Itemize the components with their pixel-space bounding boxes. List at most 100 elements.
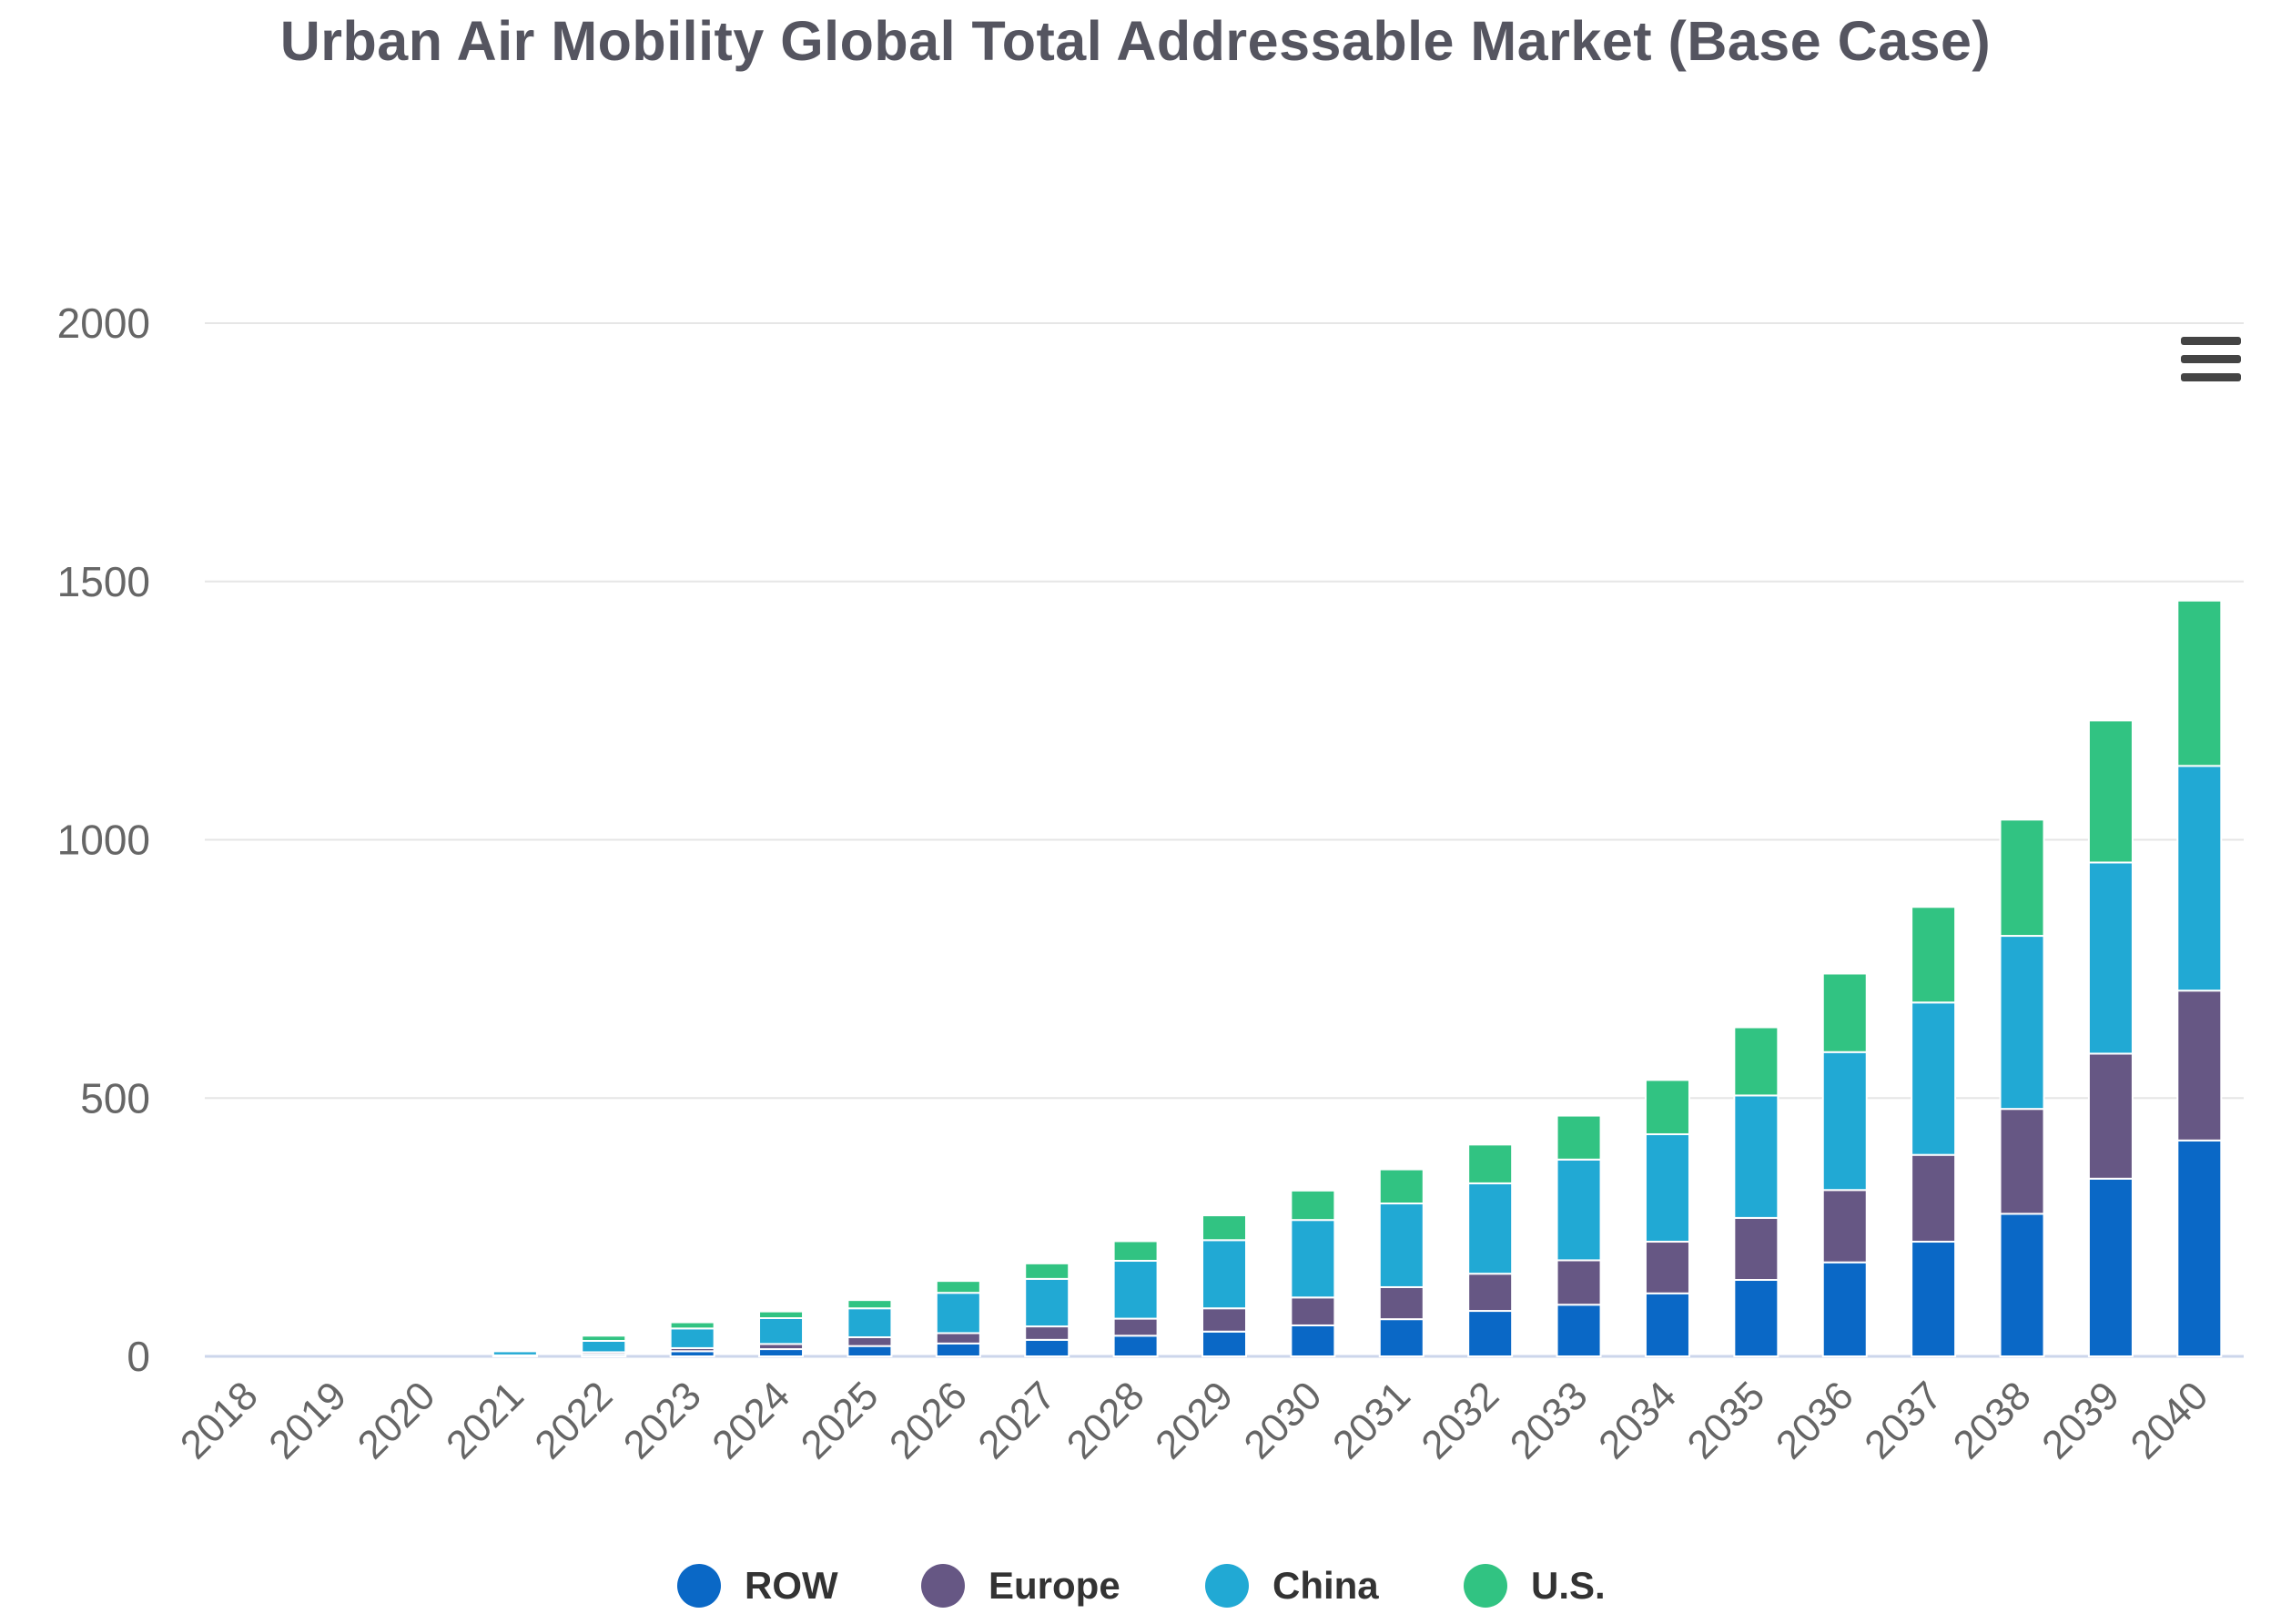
- bar-segment-row[interactable]: [847, 1345, 893, 1358]
- legend-item-row[interactable]: ROW: [677, 1558, 838, 1613]
- x-tick-label: 2028: [1059, 1373, 1153, 1467]
- bar-segment-row[interactable]: [1644, 1292, 1690, 1358]
- bar-segment-china[interactable]: [1467, 1182, 1514, 1275]
- bar-segment-europe[interactable]: [847, 1336, 893, 1347]
- bar-segment-us[interactable]: [1556, 1114, 1602, 1161]
- x-tick-label: 2032: [1413, 1373, 1507, 1467]
- bar-segment-china[interactable]: [1733, 1094, 1779, 1219]
- bar-segment-china[interactable]: [1112, 1260, 1159, 1320]
- bar-segment-china[interactable]: [1024, 1277, 1070, 1328]
- bar-segment-row[interactable]: [1201, 1330, 1247, 1358]
- bar-segment-us[interactable]: [1999, 818, 2045, 938]
- bar-segment-europe[interactable]: [1556, 1259, 1602, 1306]
- bar-segment-row[interactable]: [1112, 1335, 1159, 1358]
- bar-segment-europe[interactable]: [1201, 1307, 1247, 1333]
- bar-segment-row[interactable]: [1999, 1213, 2045, 1357]
- bar-segment-us[interactable]: [669, 1321, 715, 1330]
- bar-segment-europe[interactable]: [1821, 1189, 1868, 1264]
- bar-segment-china[interactable]: [2176, 765, 2223, 992]
- bar-segment-row[interactable]: [758, 1348, 805, 1358]
- bar-segment-us[interactable]: [1467, 1143, 1514, 1184]
- legend: ROW Europe China U.S.: [0, 1558, 2271, 1613]
- bar-segment-row[interactable]: [1911, 1241, 1957, 1358]
- y-tick-label: 0: [127, 1333, 150, 1380]
- bar-segment-us[interactable]: [935, 1280, 981, 1294]
- legend-dot-china: [1205, 1564, 1249, 1608]
- bar-segment-us[interactable]: [581, 1335, 627, 1342]
- bar-segment-europe[interactable]: [1467, 1273, 1514, 1313]
- bar-segment-us[interactable]: [2176, 599, 2223, 767]
- bar-segment-china[interactable]: [1201, 1239, 1247, 1310]
- x-tick-label: 2036: [1768, 1373, 1862, 1467]
- bar-segment-us[interactable]: [1821, 972, 1868, 1053]
- bar-segment-us[interactable]: [758, 1310, 805, 1320]
- x-tick-label: 2037: [1856, 1373, 1951, 1467]
- x-tick-label: 2024: [704, 1373, 798, 1467]
- bar-segment-row[interactable]: [1733, 1279, 1779, 1358]
- bar-segment-china[interactable]: [847, 1307, 893, 1339]
- bar-segment-china[interactable]: [758, 1317, 805, 1345]
- x-tick-label: 2038: [1945, 1373, 2040, 1467]
- bar-segment-row[interactable]: [1821, 1261, 1868, 1357]
- bar-segment-us[interactable]: [1911, 906, 1957, 1004]
- y-axis-ticks: 0 500 1000 1500 2000: [57, 299, 150, 1380]
- bar-segment-us[interactable]: [1201, 1214, 1247, 1242]
- legend-label-europe: Europe: [988, 1564, 1120, 1607]
- legend-item-europe[interactable]: Europe: [921, 1558, 1120, 1613]
- bar-segment-china[interactable]: [935, 1292, 981, 1335]
- legend-dot-us: [1464, 1564, 1507, 1608]
- chart-menu-icon[interactable]: [2181, 337, 2241, 388]
- legend-label-china: China: [1272, 1564, 1379, 1607]
- bar-segment-china[interactable]: [1556, 1158, 1602, 1262]
- bar-segment-row[interactable]: [1378, 1318, 1424, 1358]
- bar-segment-row[interactable]: [2087, 1177, 2134, 1358]
- bar-segment-china[interactable]: [581, 1339, 627, 1354]
- bar-segment-row[interactable]: [1556, 1304, 1602, 1357]
- bar-segment-row[interactable]: [1467, 1310, 1514, 1358]
- x-tick-label: 2020: [350, 1373, 444, 1467]
- bar-segment-europe[interactable]: [1911, 1153, 1957, 1243]
- bar-segment-china[interactable]: [669, 1327, 715, 1349]
- bar-segment-europe[interactable]: [1378, 1285, 1424, 1321]
- x-tick-label: 2027: [969, 1373, 1064, 1467]
- bar-segment-row[interactable]: [1024, 1338, 1070, 1357]
- x-tick-label: 2021: [438, 1373, 532, 1467]
- menu-bar-bottom: [2181, 373, 2241, 381]
- legend-item-china[interactable]: China: [1205, 1558, 1379, 1613]
- x-tick-label: 2030: [1236, 1373, 1331, 1467]
- bar-segment-row[interactable]: [935, 1342, 981, 1357]
- bar-segment-europe[interactable]: [1290, 1296, 1336, 1326]
- bar-segment-us[interactable]: [847, 1299, 893, 1310]
- legend-item-us[interactable]: U.S.: [1464, 1558, 1606, 1613]
- x-tick-label: 2023: [615, 1373, 710, 1467]
- bar-segment-us[interactable]: [1112, 1240, 1159, 1263]
- bar-segment-china[interactable]: [1821, 1051, 1868, 1192]
- bar-segment-us[interactable]: [1290, 1189, 1336, 1222]
- bar-segment-europe[interactable]: [2087, 1052, 2134, 1180]
- x-axis-ticks: 2018201920202021202220232024202520262027…: [172, 1373, 2216, 1467]
- bar-segment-china[interactable]: [1999, 935, 2045, 1111]
- bar-segment-europe[interactable]: [2176, 990, 2223, 1142]
- bar-segment-china[interactable]: [1378, 1203, 1424, 1288]
- bar-segment-us[interactable]: [492, 1348, 538, 1353]
- bar-segment-us[interactable]: [1378, 1168, 1424, 1205]
- bar-segment-europe[interactable]: [1024, 1325, 1070, 1341]
- bar-segment-europe[interactable]: [935, 1332, 981, 1345]
- x-tick-label: 2035: [1679, 1373, 1774, 1467]
- bar-segment-row[interactable]: [1290, 1324, 1336, 1357]
- bar-segment-us[interactable]: [2087, 719, 2134, 864]
- bar-segment-europe[interactable]: [1644, 1241, 1690, 1294]
- legend-label-us: U.S.: [1531, 1564, 1606, 1607]
- bar-segment-europe[interactable]: [1112, 1317, 1159, 1337]
- bar-segment-china[interactable]: [2087, 861, 2134, 1055]
- x-tick-label: 2029: [1147, 1373, 1242, 1467]
- bar-segment-china[interactable]: [1644, 1132, 1690, 1243]
- bar-segment-europe[interactable]: [1733, 1216, 1779, 1282]
- bar-segment-europe[interactable]: [1999, 1108, 2045, 1215]
- bar-segment-us[interactable]: [1644, 1079, 1690, 1135]
- bar-segment-us[interactable]: [1024, 1262, 1070, 1280]
- bar-segment-china[interactable]: [1290, 1219, 1336, 1299]
- bar-segment-row[interactable]: [2176, 1139, 2223, 1358]
- bar-segment-china[interactable]: [1911, 1001, 1957, 1156]
- bar-segment-us[interactable]: [1733, 1026, 1779, 1097]
